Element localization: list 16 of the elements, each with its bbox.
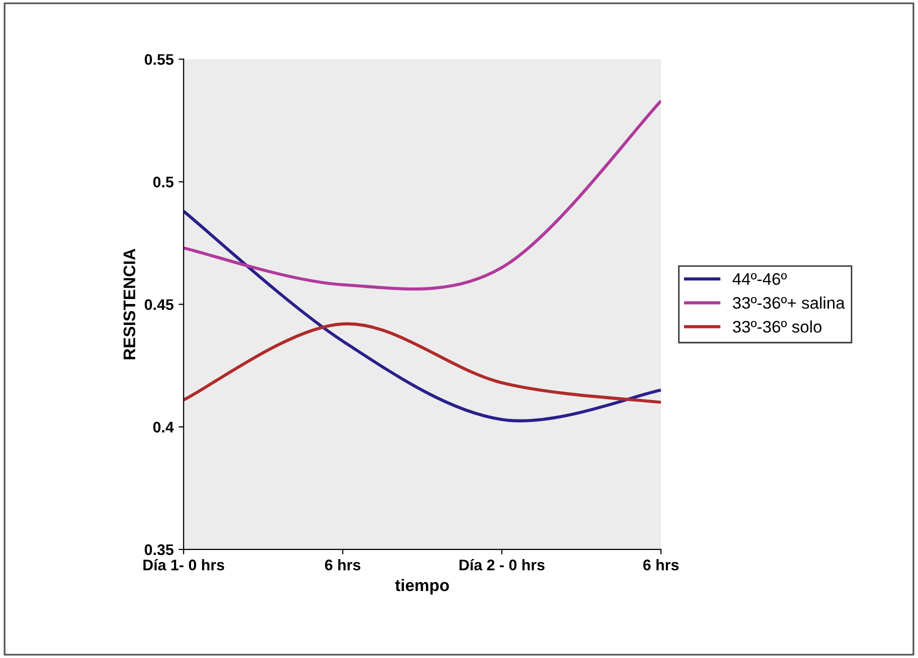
legend-label: 33º-36º+ salina bbox=[732, 296, 845, 309]
legend-label: 44º-46º bbox=[732, 273, 787, 285]
x-tick-label: Día 1- 0 hrs bbox=[143, 559, 224, 570]
x-tick-label: Día 2 - 0 hrs bbox=[460, 559, 545, 570]
x-axis-title: tiempo bbox=[395, 578, 449, 594]
legend-label: 33º-36º solo bbox=[732, 320, 822, 333]
y-tick-label: 0.45 bbox=[144, 299, 174, 310]
y-axis-title: RESISTENCIA bbox=[123, 248, 136, 360]
x-tick-label: 6 hrs bbox=[325, 559, 360, 570]
y-tick-label: 0.5 bbox=[153, 176, 174, 188]
x-tick-label: 6 hrs bbox=[643, 559, 679, 570]
line-series bbox=[184, 322, 661, 404]
y-tick-label: 0.55 bbox=[144, 54, 174, 65]
line-series bbox=[184, 210, 661, 422]
y-tick-label: 0.4 bbox=[153, 422, 174, 433]
y-tick-label: 0.35 bbox=[144, 544, 174, 556]
